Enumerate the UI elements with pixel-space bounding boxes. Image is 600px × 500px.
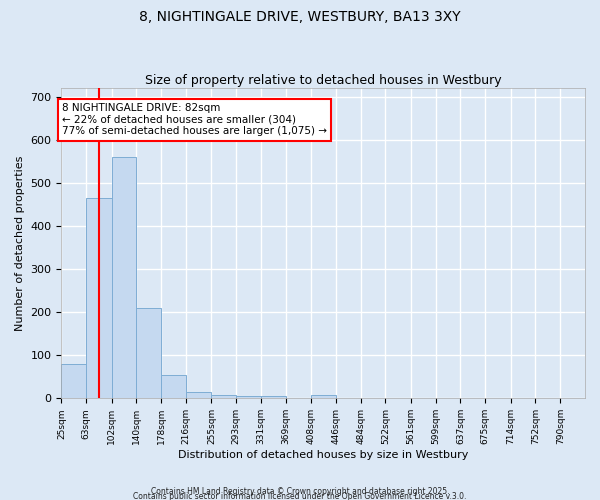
Text: 8 NIGHTINGALE DRIVE: 82sqm
← 22% of detached houses are smaller (304)
77% of sem: 8 NIGHTINGALE DRIVE: 82sqm ← 22% of deta… [62, 103, 327, 136]
Bar [161, 374, 186, 398]
Title: Size of property relative to detached houses in Westbury: Size of property relative to detached ho… [145, 74, 502, 87]
Bar [236, 396, 261, 398]
X-axis label: Distribution of detached houses by size in Westbury: Distribution of detached houses by size … [178, 450, 469, 460]
Bar [61, 364, 86, 398]
Y-axis label: Number of detached properties: Number of detached properties [15, 156, 25, 331]
Text: 8, NIGHTINGALE DRIVE, WESTBURY, BA13 3XY: 8, NIGHTINGALE DRIVE, WESTBURY, BA13 3XY [139, 10, 461, 24]
Bar [261, 396, 286, 398]
Bar [112, 157, 136, 398]
Text: Contains HM Land Registry data © Crown copyright and database right 2025.: Contains HM Land Registry data © Crown c… [151, 486, 449, 496]
Bar [86, 198, 112, 398]
Bar [186, 392, 211, 398]
Text: Contains public sector information licensed under the Open Government Licence v.: Contains public sector information licen… [133, 492, 467, 500]
Bar [211, 395, 236, 398]
Bar [136, 308, 161, 398]
Bar [311, 395, 336, 398]
